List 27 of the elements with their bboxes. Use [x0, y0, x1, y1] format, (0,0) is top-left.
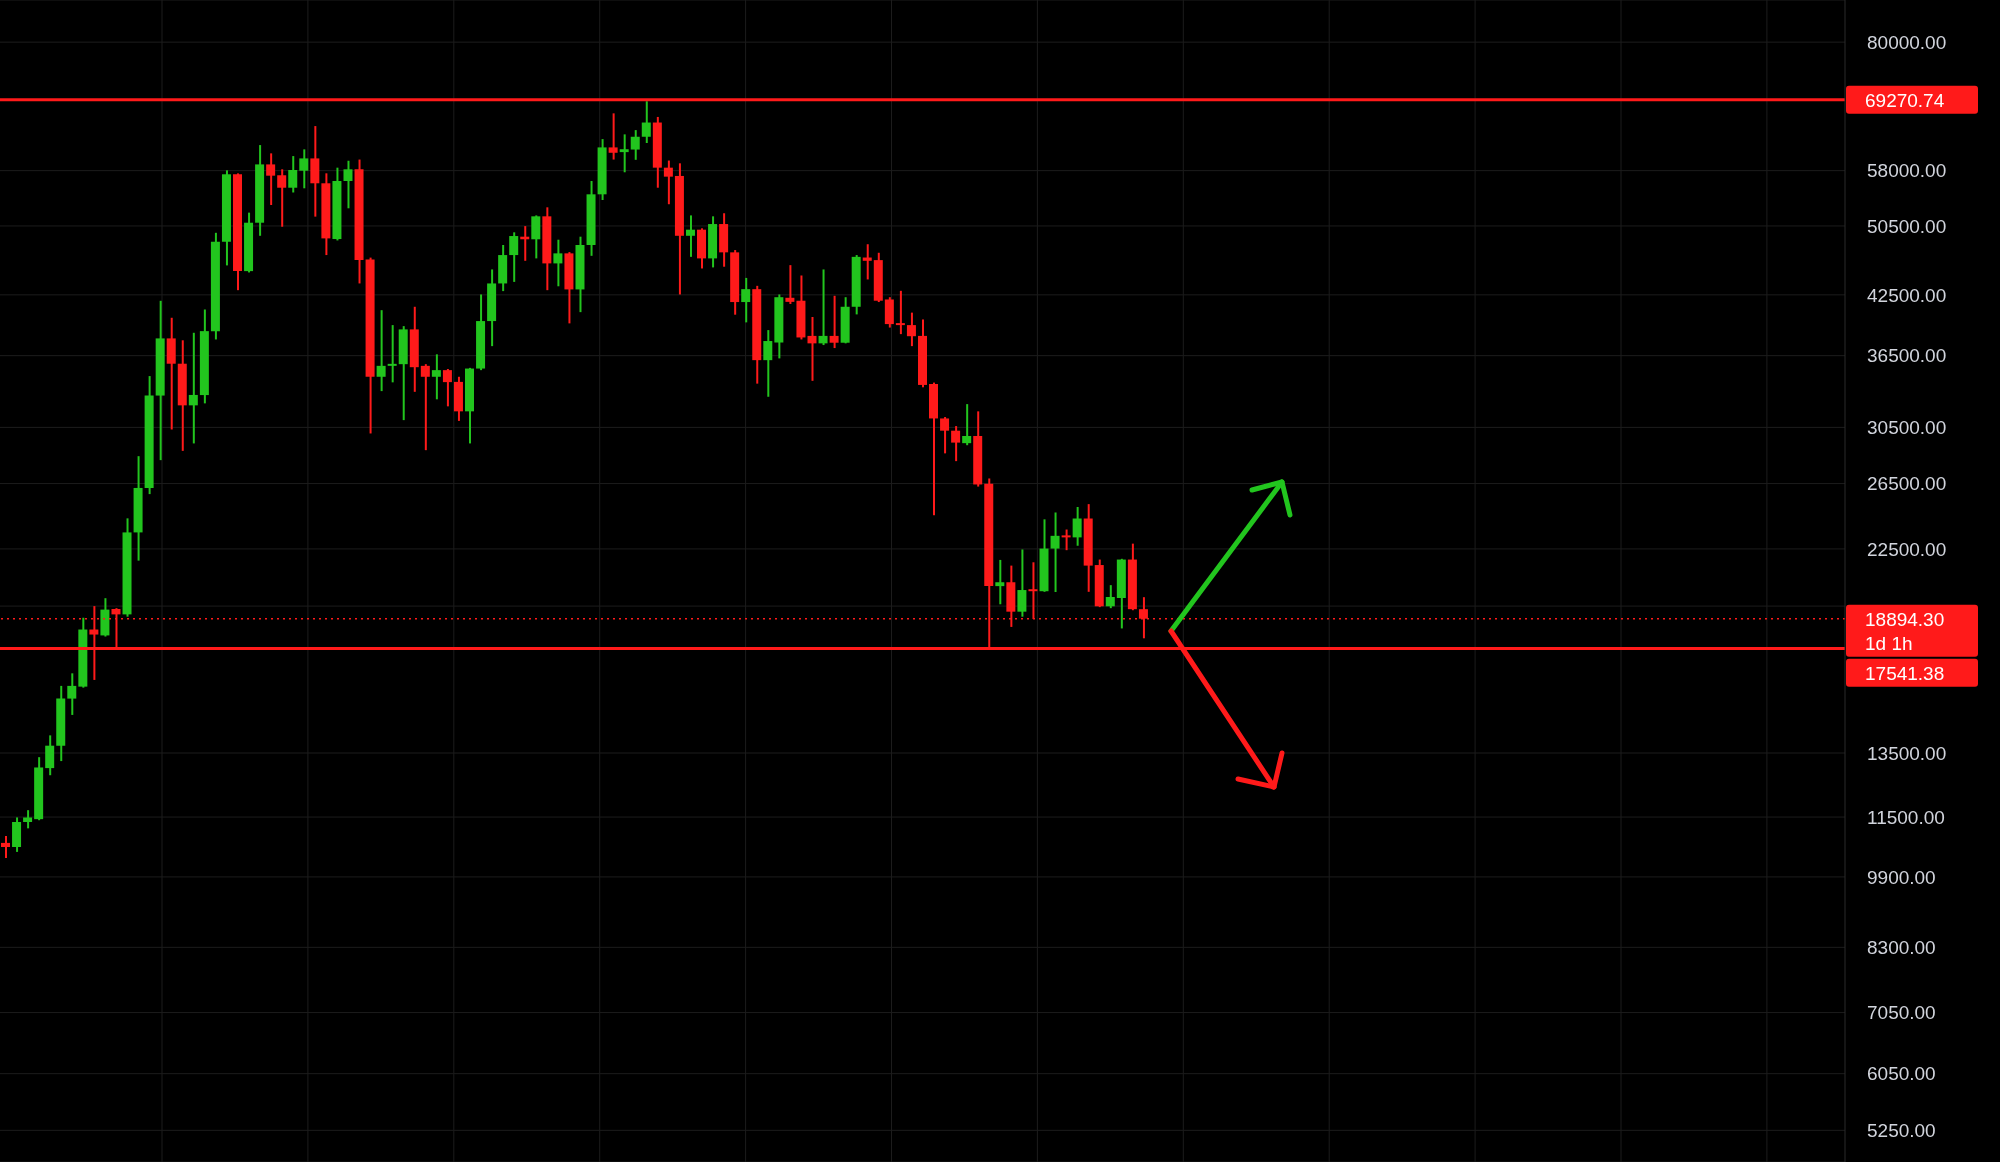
candlestick	[785, 265, 795, 304]
y-tick-label: 30500.00	[1867, 417, 1947, 439]
y-tick-label: 26500.00	[1867, 473, 1947, 495]
y-tick-label: 7050.00	[1867, 1002, 1936, 1024]
candlestick	[188, 332, 198, 444]
y-tick-label: 36500.00	[1867, 345, 1947, 367]
text: 1d 1h	[1865, 632, 1913, 654]
candlestick	[818, 269, 828, 346]
candlestick	[862, 244, 872, 280]
y-tick-label: 13500.00	[1867, 742, 1947, 764]
candlestick	[895, 290, 905, 335]
y-tick-label: 22500.00	[1867, 538, 1947, 560]
y-tick-label: 50500.00	[1867, 215, 1947, 237]
ref-line-label: 69270.74	[1865, 89, 1945, 111]
y-tick-label: 6050.00	[1867, 1063, 1936, 1085]
ref-line-label: 18894.30	[1865, 608, 1945, 630]
candlestick	[619, 134, 629, 173]
y-tick-label: 9900.00	[1867, 866, 1936, 888]
y-tick-label: 80000.00	[1867, 31, 1947, 53]
y-tick-label: 8300.00	[1867, 937, 1936, 959]
y-tick-label: 42500.00	[1867, 284, 1947, 306]
y-tick-label: 11500.00	[1867, 806, 1945, 828]
y-tick-label: 58000.00	[1867, 160, 1947, 182]
y-tick-label: 5250.00	[1867, 1120, 1936, 1142]
candlestick	[995, 559, 1005, 605]
candlestick	[387, 325, 397, 383]
ref-line-label: 17541.38	[1865, 662, 1945, 684]
